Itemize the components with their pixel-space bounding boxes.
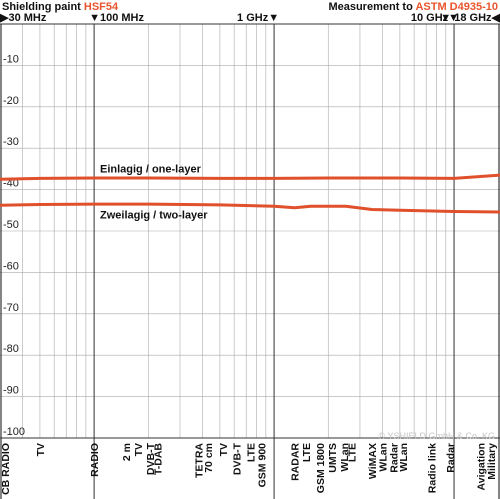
y-tick-label: -20 [3,95,19,107]
service-label: T-DAB [153,443,165,475]
header-left-product: HSF54 [84,1,119,13]
y-tick-label: -70 [3,302,19,314]
series-labels: Einlagig / one-layer Zweilagig / two-laye… [100,163,208,221]
copyright-text: © YSHIELD GmbH & Co. KG [379,431,496,441]
y-tick-labels: -10-20-30-40-50-60-70-80-90-100 [3,53,25,438]
service-label: Military [486,443,498,480]
service-label: UMTS [327,443,339,473]
x-tick-label: ▼100 MHz [89,12,144,24]
header-right-prefix: Measurement to [328,1,415,13]
service-label: CB RADIO [0,443,12,495]
header-right-standard: ASTM D4935-10 [415,1,498,13]
service-label: LTE [246,443,258,462]
service-label: WiMAX [367,443,379,479]
y-tick-label: -80 [3,343,19,355]
y-tick-label: -10 [3,53,19,65]
service-label: TETRA [194,443,206,478]
service-label: GSM 1800 [315,443,327,493]
series-line-2 [0,202,500,214]
service-label: DVB-T [145,442,157,475]
service-label: 70 cm [203,443,215,473]
series-lines [0,173,500,214]
x-tick-label: 10 GHz▼ [411,12,459,24]
header-left: Shielding paint HSF54 [2,1,119,13]
service-label: DVB-T [232,442,244,475]
y-tick-label: -50 [3,219,19,231]
y-tick-label: -60 [3,260,19,272]
x-tick-label: ▼ 18 GHz◀ [440,12,500,24]
grid [0,23,500,499]
service-label: TV [133,443,145,456]
service-label: WLan [377,443,389,472]
header-right: Measurement to ASTM D4935-10 [328,1,498,13]
header-left-prefix: Shielding paint [2,1,84,13]
service-label: Radar [445,443,457,473]
y-tick-label: -90 [3,385,19,397]
x-tick-label: ▶30 MHz [0,12,47,24]
service-label: TV [218,443,230,456]
service-label: WLan [339,443,351,472]
service-label: LTE [347,443,359,462]
service-label: Radar [388,443,400,473]
service-label: RADIO [89,443,101,477]
y-tick-label: -30 [3,136,19,148]
y-tick-label: -100 [3,426,25,438]
service-label: Avigation [475,443,487,490]
service-label: TV [35,443,47,456]
service-label: RADAR [290,443,302,481]
series-line-1 [0,173,500,181]
x-tick-label: 1 GHz▼ [237,12,279,24]
x-tick-labels: ▶30 MHz ▼100 MHz 1 GHz▼ 10 GHz▼▼ 18 GHz◀ [0,12,500,24]
service-label: Radio link [427,443,439,493]
series-label-two-layer: Zweilagig / two-layer [100,209,208,221]
service-label: LTE [301,443,313,462]
service-label: GSM 900 [256,443,268,488]
series-label-one-layer: Einlagig / one-layer [100,163,202,175]
service-label: 2 m [121,443,133,461]
service-label: WLan [398,443,410,472]
